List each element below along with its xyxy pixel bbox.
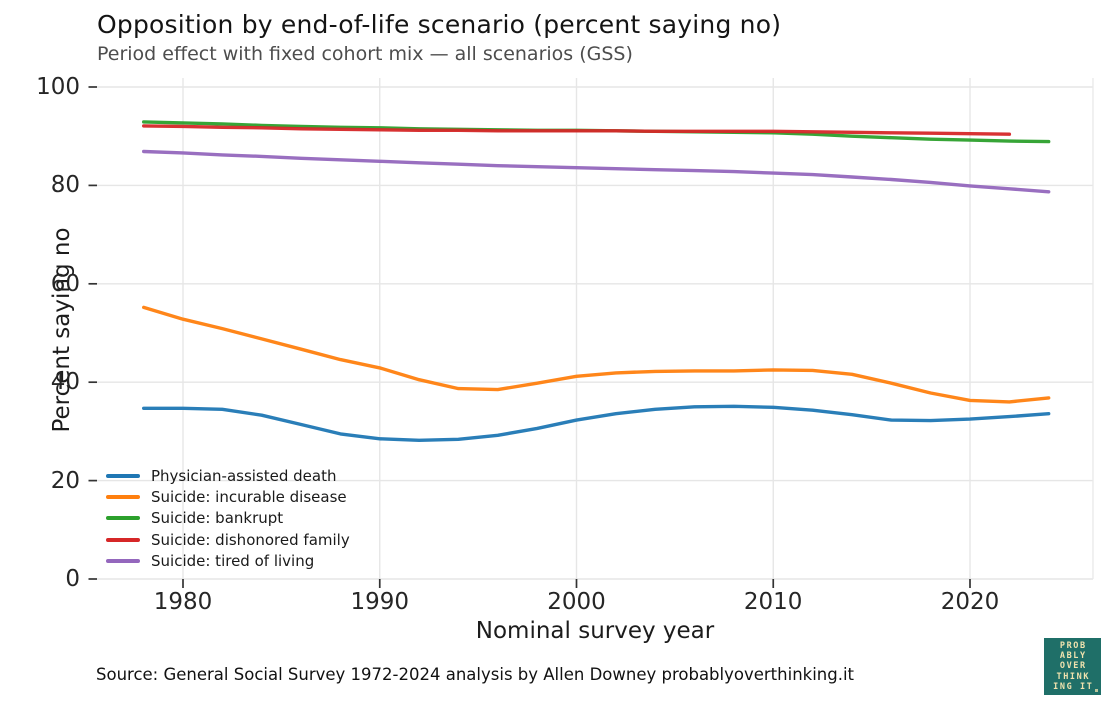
logo-text-line: OVER [1059,661,1087,672]
legend-item-suicide-dishonored-family: Suicide: dishonored family [106,529,350,550]
legend-item-suicide-tired-of-living: Suicide: tired of living [106,551,350,572]
legend-label: Suicide: dishonored family [151,530,350,549]
y-tick-label-60: 60 [50,270,80,297]
y-tick-label-20: 20 [50,467,80,494]
chart-title: Opposition by end-of-life scenario (perc… [97,10,782,39]
chart-legend: Physician-assisted death Suicide: incura… [106,465,350,572]
y-axis-label: Percent saying no [49,227,75,433]
x-tick-label-2000: 2000 [547,589,606,615]
y-tick-label-100: 100 [36,74,80,100]
legend-swatch-red [106,537,140,542]
legend-item-suicide-bankrupt: Suicide: bankrupt [106,508,350,529]
logo-text-line: PROB [1059,641,1087,652]
probablyoverthinking-logo: PROB ABLY OVER THINK ING IT [1044,638,1101,695]
y-tick-label-40: 40 [50,369,80,396]
logo-text-line: ABLY [1059,651,1087,662]
legend-label: Physician-assisted death [151,466,337,485]
y-tick-label-0: 0 [65,566,80,592]
legend-label: Suicide: tired of living [151,552,315,571]
logo-text-line: ING IT [1053,681,1094,692]
legend-item-physician-assisted-death: Physician-assisted death [106,465,350,486]
legend-label: Suicide: incurable disease [151,488,347,507]
source-attribution: Source: General Social Survey 1972-2024 … [96,665,855,684]
chart-subtitle: Period effect with fixed cohort mix — al… [97,43,633,65]
x-tick-label-2010: 2010 [743,589,803,615]
legend-swatch-blue [106,473,140,478]
x-tick-label-2020: 2020 [940,589,1000,615]
legend-swatch-orange [106,495,140,500]
x-axis-label: Nominal survey year [475,618,715,644]
legend-swatch-purple [106,559,140,564]
logo-registered-dot [1095,689,1098,692]
legend-item-suicide-incurable-disease: Suicide: incurable disease [106,486,350,507]
logo-text-line: THINK [1056,671,1091,682]
x-tick-label-1980: 1980 [153,589,213,615]
legend-label: Suicide: bankrupt [151,509,284,528]
x-tick-label-1990: 1990 [350,589,410,615]
y-tick-label-80: 80 [50,172,80,199]
legend-swatch-green [106,516,140,521]
